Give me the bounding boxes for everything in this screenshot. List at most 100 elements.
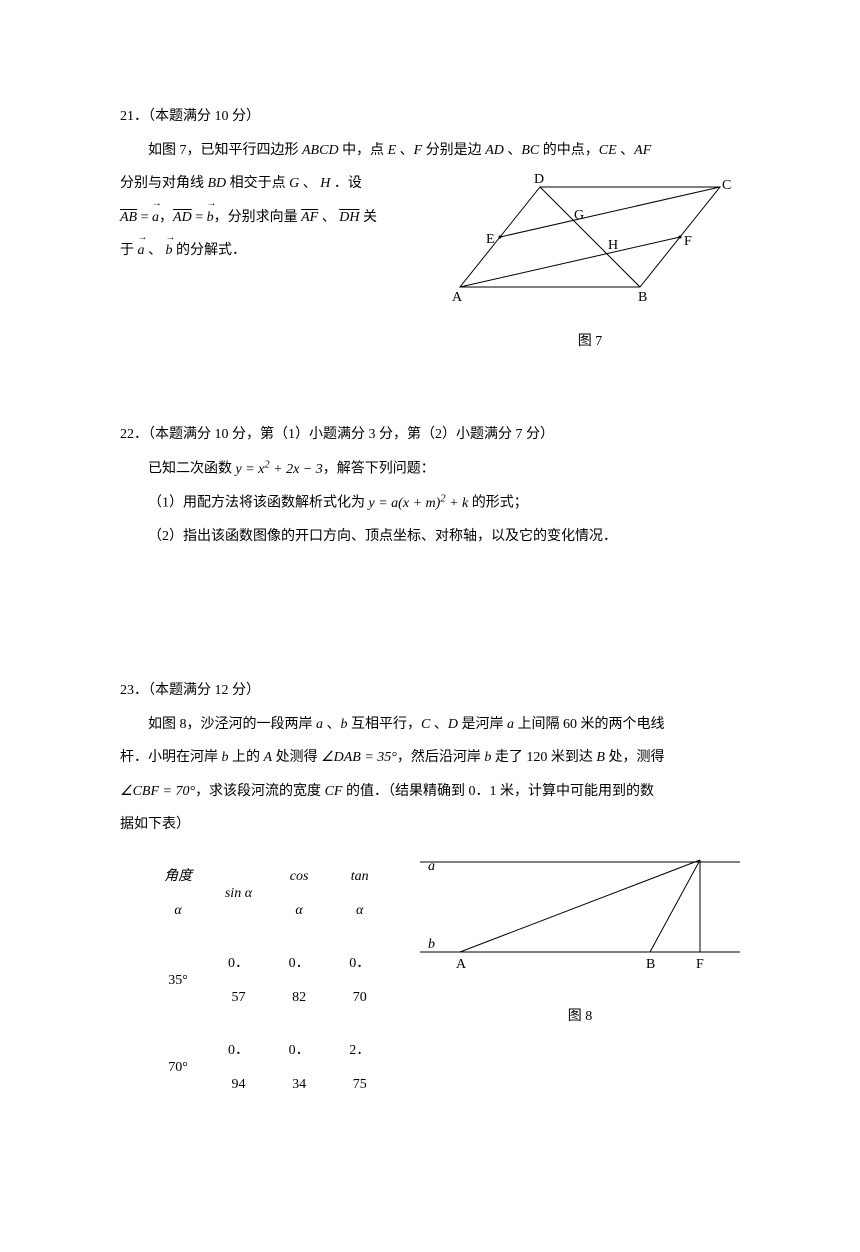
t: 杆．小明在河岸: [120, 750, 222, 765]
td: 0．70: [329, 937, 390, 1024]
v: b: [341, 717, 348, 732]
v: A: [264, 750, 273, 765]
t: 于: [120, 243, 138, 258]
t: 关: [359, 210, 377, 225]
lbl-E: E: [486, 232, 495, 247]
q22-s2: （2）指出该函数图像的开口方向、顶点坐标、对称轴，以及它的变化情况．: [120, 520, 740, 554]
lbl-F: F: [696, 957, 704, 972]
problem-23: 23．（本题满分 12 分） 如图 8，沙泾河的一段两岸 a 、b 互相平行，C…: [120, 674, 740, 1112]
lbl-H: H: [608, 238, 618, 253]
fig8-label: 图 8: [420, 1000, 740, 1034]
q21-line1: 如图 7，已知平行四边形 ABCD 中，点 E 、F 分别是边 AD 、BC 的…: [120, 134, 740, 168]
td: 35°: [148, 937, 208, 1024]
td: 0．57: [208, 937, 269, 1024]
problem-22: 22．（本题满分 10 分，第（1）小题满分 3 分，第（2）小题满分 7 分）…: [120, 418, 740, 554]
td: 2．75: [329, 1024, 390, 1111]
lbl-A: A: [456, 957, 467, 972]
river-svg: a b A B F: [420, 842, 740, 982]
t: ，然后沿河岸: [397, 750, 485, 765]
t: ．设: [330, 176, 362, 191]
t: 如图 8，沙泾河的一段两岸: [148, 717, 316, 732]
parallelogram-svg: A B C D E F G H: [440, 167, 740, 307]
table-row: 35° 0．57 0．82 0．70: [148, 937, 390, 1024]
vec-b: b: [207, 201, 214, 235]
lbl-B: B: [646, 957, 655, 972]
lbl-b: b: [428, 937, 435, 952]
lbl-D: D: [534, 172, 544, 187]
td: 0．34: [269, 1024, 330, 1111]
v: BC: [521, 143, 539, 158]
t: 、: [323, 717, 341, 732]
t: 、: [318, 210, 339, 225]
q21-line2: 分别与对角线 BD 相交于点 G 、 H ．设: [120, 167, 440, 201]
t: 的分解式．: [173, 243, 247, 258]
vec-AB: AB: [120, 201, 137, 235]
vec-a: a: [138, 234, 145, 268]
trig-table: 角度α sin α cos α tan α 35° 0．57 0．82 0．70…: [148, 850, 390, 1112]
t: 处测得: [272, 750, 321, 765]
problem-21: 21．（本题满分 10 分） 如图 7，已知平行四边形 ABCD 中，点 E 、…: [120, 100, 740, 358]
v: C: [421, 717, 430, 732]
t: 走了 120 米到达: [491, 750, 596, 765]
q23-l4: 据如下表）: [120, 808, 740, 842]
ang1: ∠DAB = 35°: [321, 750, 397, 765]
vec-b: b: [166, 234, 173, 268]
th: sin α: [208, 850, 269, 937]
q23-l2: 杆．小明在河岸 b 上的 A 处测得 ∠DAB = 35°，然后沿河岸 b 走了…: [120, 741, 740, 775]
v: AF: [634, 143, 651, 158]
td: 70°: [148, 1024, 208, 1111]
t: （1）用配方法将该函数解析式化为: [148, 496, 369, 511]
v: F: [414, 143, 423, 158]
t: 、: [617, 143, 635, 158]
v: D: [448, 717, 458, 732]
eq: y = a(x + m)2 + k: [369, 496, 469, 511]
t: ，解答下列问题：: [323, 462, 435, 477]
t: 如图 7，已知平行四边形: [148, 143, 302, 158]
v: CF: [325, 784, 343, 799]
fig7-label: 图 7: [440, 325, 740, 359]
q23-row: 角度α sin α cos α tan α 35° 0．57 0．82 0．70…: [120, 842, 740, 1112]
eq: y = x2 + 2x − 3: [236, 462, 323, 477]
t: 、: [145, 243, 166, 258]
q21-number: 21．（本题满分 10 分）: [120, 100, 740, 134]
t: 处，测得: [605, 750, 665, 765]
q21-figure: A B C D E F G H 图 7: [440, 167, 740, 358]
t: 上的: [229, 750, 264, 765]
v: a: [316, 717, 323, 732]
t: ，分别求向量: [214, 210, 302, 225]
t: 的形式；: [468, 496, 528, 511]
vec-AD: AD: [173, 201, 192, 235]
t: 分别与对角线: [120, 176, 208, 191]
v: a: [507, 717, 514, 732]
q23-figure: a b A B F 图 8: [420, 842, 740, 1033]
vec-AF: AF: [301, 201, 318, 235]
t: 已知二次函数: [148, 462, 236, 477]
v: AD: [485, 143, 504, 158]
t: 的中点，: [539, 143, 599, 158]
t: 互相平行，: [348, 717, 422, 732]
v: CE: [599, 143, 617, 158]
q21-row: 分别与对角线 BD 相交于点 G 、 H ．设 AB = a，AD = b，分别…: [120, 167, 740, 358]
q22-intro: 已知二次函数 y = x2 + 2x − 3，解答下列问题：: [120, 452, 740, 486]
q21-line4: 于 a 、 b 的分解式．: [120, 234, 440, 268]
t: 、: [396, 143, 414, 158]
v: E: [388, 143, 397, 158]
t: 、: [430, 717, 448, 732]
q22-number: 22．（本题满分 10 分，第（1）小题满分 3 分，第（2）小题满分 7 分）: [120, 418, 740, 452]
th: tan α: [329, 850, 390, 937]
table-row: 角度α sin α cos α tan α: [148, 850, 390, 937]
t: ，求该段河流的宽度: [195, 784, 325, 799]
t: 、: [299, 176, 320, 191]
t: 上间隔 60 米的两个电线: [514, 717, 665, 732]
td: 0．82: [269, 937, 330, 1024]
lbl-A: A: [452, 290, 463, 305]
td: 0．94: [208, 1024, 269, 1111]
table-row: 70° 0．94 0．34 2．75: [148, 1024, 390, 1111]
q23-l3: ∠CBF = 70°，求该段河流的宽度 CF 的值．（结果精确到 0．1 米，计…: [120, 775, 740, 809]
lbl-a: a: [428, 859, 435, 874]
v: BD: [208, 176, 227, 191]
q22-s1: （1）用配方法将该函数解析式化为 y = a(x + m)2 + k 的形式；: [120, 486, 740, 520]
lbl-G: G: [574, 208, 584, 223]
v: ABCD: [302, 143, 339, 158]
lbl-F: F: [684, 234, 692, 249]
